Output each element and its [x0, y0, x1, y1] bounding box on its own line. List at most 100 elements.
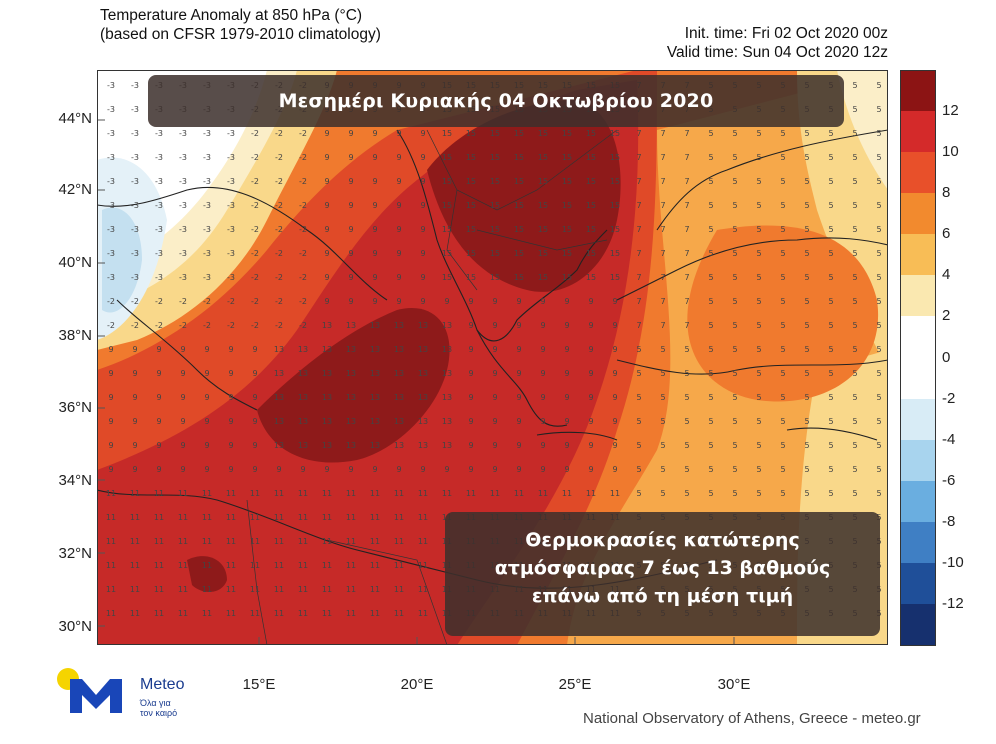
grid-value: 5 — [732, 321, 737, 330]
grid-value: 5 — [876, 177, 881, 186]
grid-value: 5 — [852, 225, 857, 234]
grid-value: -3 — [131, 201, 139, 210]
lat-label-42: 42°N — [58, 181, 92, 198]
grid-value: 15 — [442, 129, 452, 138]
colorbar-label: -4 — [942, 430, 956, 448]
grid-value: -2 — [251, 201, 259, 210]
grid-value: 15 — [442, 249, 452, 258]
grid-value: -2 — [275, 201, 283, 210]
grid-value: 5 — [708, 417, 713, 426]
grid-value: 9 — [180, 465, 185, 474]
grid-value: 9 — [204, 345, 209, 354]
grid-value: 13 — [322, 417, 332, 426]
grid-value: 11 — [346, 585, 356, 594]
grid-value: 5 — [708, 441, 713, 450]
grid-value: 9 — [204, 441, 209, 450]
colorbar-label: 4 — [942, 266, 951, 284]
grid-value: 9 — [324, 465, 329, 474]
grid-value: 15 — [514, 201, 524, 210]
grid-value: 15 — [466, 249, 476, 258]
grid-value: 13 — [394, 393, 404, 402]
grid-value: 7 — [636, 177, 641, 186]
grid-value: 11 — [562, 489, 572, 498]
grid-value: 11 — [322, 489, 332, 498]
grid-value: 15 — [466, 153, 476, 162]
grid-value: -2 — [203, 297, 211, 306]
grid-value: 9 — [492, 321, 497, 330]
crete — [536, 431, 618, 441]
zone-deep-red-balkans — [427, 100, 621, 292]
grid-value: 5 — [828, 177, 833, 186]
grid-value: 11 — [298, 537, 308, 546]
grid-value: 11 — [538, 489, 548, 498]
grid-value: 5 — [636, 465, 641, 474]
grid-value: 15 — [610, 177, 620, 186]
note-line-3: επάνω από τη μέση τιμή — [531, 585, 794, 607]
grid-value: 9 — [396, 297, 401, 306]
grid-value: -2 — [203, 321, 211, 330]
grid-value: -2 — [107, 321, 115, 330]
grid-value: 5 — [852, 393, 857, 402]
grid-value: -3 — [227, 225, 235, 234]
grid-value: 13 — [370, 369, 380, 378]
grid-value: -3 — [155, 201, 163, 210]
grid-value: 9 — [372, 129, 377, 138]
grid-value: -3 — [131, 129, 139, 138]
grid-value: 9 — [252, 465, 257, 474]
grid-value: 9 — [492, 417, 497, 426]
grid-value: 11 — [418, 513, 428, 522]
time-info: Init. time: Fri 02 Oct 2020 00z Valid ti… — [560, 6, 888, 62]
grid-value: 5 — [684, 489, 689, 498]
grid-value: 15 — [562, 201, 572, 210]
grid-value: -2 — [227, 297, 235, 306]
grid-value: 5 — [732, 201, 737, 210]
grid-value: 5 — [852, 321, 857, 330]
border-3 — [446, 189, 478, 291]
grid-value: 5 — [780, 153, 785, 162]
grid-value: -3 — [107, 225, 115, 234]
grid-value: 5 — [636, 489, 641, 498]
chart-title: Temperature Anomaly at 850 hPa (°C) — [100, 7, 363, 24]
valid-time: Valid time: Sun 04 Oct 2020 12z — [666, 44, 888, 61]
grid-value: 7 — [684, 153, 689, 162]
grid-value: 13 — [418, 393, 428, 402]
grid-value: 9 — [468, 297, 473, 306]
colorbar-swatch — [900, 193, 936, 235]
grid-value: 11 — [370, 513, 380, 522]
grid-value: 5 — [780, 177, 785, 186]
grid-value: 9 — [516, 441, 521, 450]
grid-value: 5 — [852, 297, 857, 306]
grid-value: 11 — [154, 609, 164, 618]
grid-value: 5 — [852, 273, 857, 282]
grid-value: 7 — [660, 225, 665, 234]
grid-value: 5 — [828, 297, 833, 306]
grid-value: 5 — [756, 369, 761, 378]
grid-value: 9 — [396, 273, 401, 282]
grid-value: 11 — [250, 513, 260, 522]
grid-value: 5 — [828, 489, 833, 498]
grid-value: 15 — [466, 201, 476, 210]
grid-value: 9 — [468, 345, 473, 354]
grid-value: -2 — [155, 297, 163, 306]
grid-value: 9 — [420, 273, 425, 282]
grid-value: 5 — [708, 321, 713, 330]
grid-value: 5 — [876, 129, 881, 138]
grid-value: 11 — [418, 609, 428, 618]
grid-value: 9 — [108, 417, 113, 426]
grid-value: 15 — [490, 273, 500, 282]
grid-value: 9 — [420, 465, 425, 474]
grid-value: 9 — [348, 465, 353, 474]
grid-value: 15 — [490, 177, 500, 186]
grid-value: -2 — [275, 321, 283, 330]
grid-value: 5 — [876, 273, 881, 282]
grid-value: 5 — [756, 321, 761, 330]
grid-value: 5 — [876, 105, 881, 114]
grid-value: 11 — [514, 489, 524, 498]
grid-value: 15 — [538, 153, 548, 162]
grid-value: -2 — [299, 249, 307, 258]
grid-value: 11 — [130, 561, 140, 570]
grid-value: 11 — [418, 561, 428, 570]
grid-value: 9 — [612, 297, 617, 306]
grid-value: 9 — [588, 345, 593, 354]
grid-value: 9 — [420, 129, 425, 138]
